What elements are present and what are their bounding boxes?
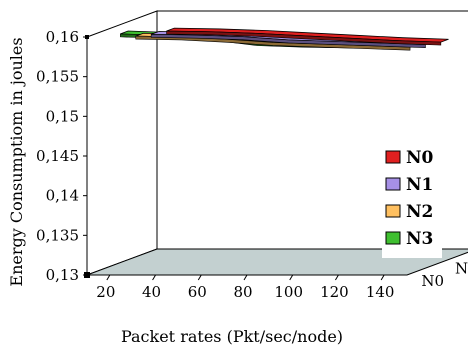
x-axis-label: Packet rates (Pkt/sec/node) — [121, 327, 343, 346]
y-tick-label: 0,14 — [46, 187, 79, 205]
legend: N0 N1 N2 N3 — [382, 142, 442, 258]
series-layer — [120, 27, 449, 51]
x-tick-mark — [380, 274, 385, 281]
y-tick-label: 0,15 — [46, 107, 79, 125]
x-tick-mark — [197, 274, 202, 281]
depth-tick-label: N2 — [455, 259, 468, 277]
x-tick-mark — [289, 274, 294, 281]
x-tick-label: 60 — [188, 283, 207, 301]
legend-label-n3: N3 — [406, 229, 433, 249]
axis-corner-marker — [84, 272, 90, 278]
y-tick-label: 0,16 — [46, 28, 79, 46]
x-tick-label: 80 — [233, 283, 252, 301]
series-edge-n2 — [135, 35, 411, 51]
x-tick-label: 140 — [366, 283, 395, 301]
legend-label-n1: N1 — [406, 175, 433, 195]
axis-top-marker — [85, 35, 89, 39]
series-edge-n0 — [166, 30, 442, 46]
legend-swatch-n1 — [385, 177, 401, 191]
side-wall — [86, 10, 158, 276]
x-tick-label: 20 — [96, 283, 115, 301]
y-tick-label: 0,135 — [36, 226, 79, 244]
depth-tick-label: N0 — [421, 272, 444, 290]
y-tick-label: 0,155 — [36, 68, 79, 86]
legend-swatch-n0 — [385, 150, 401, 164]
legend-swatch-n2 — [385, 204, 401, 218]
legend-label-n0: N0 — [406, 148, 434, 168]
y-axis-label: Energy Consumptiom in joules — [7, 37, 26, 286]
y-tick-label: 0,13 — [46, 266, 79, 284]
x-tick-label: 120 — [320, 283, 349, 301]
x-tick-mark — [106, 274, 111, 281]
x-tick-mark — [152, 274, 157, 281]
x-tick-mark — [334, 274, 339, 281]
series-edge-n1 — [150, 34, 426, 48]
x-tick-mark — [243, 274, 248, 281]
x-tick-label: 100 — [274, 283, 303, 301]
legend-swatch-n3 — [385, 231, 401, 245]
legend-label-n2: N2 — [406, 202, 433, 222]
x-tick-label: 40 — [142, 283, 161, 301]
floor — [86, 248, 468, 276]
tick-layer: 0,13 0,135 0,14 0,145 0,15 0,155 0,16 20 40 60 80 1… — [36, 28, 468, 301]
y-tick-label: 0,145 — [36, 147, 79, 165]
